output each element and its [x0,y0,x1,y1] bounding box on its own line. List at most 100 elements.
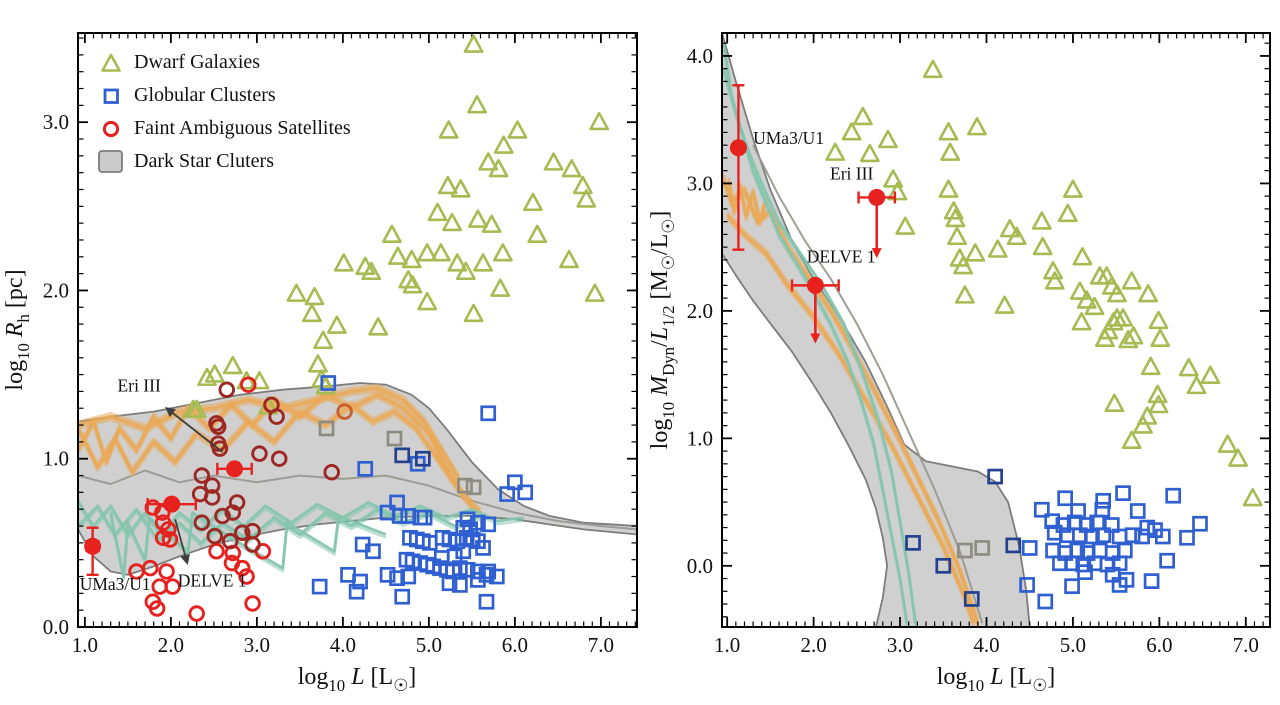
square-marker-icon [94,84,128,108]
x-tick-label: 4.0 [330,633,356,657]
highlight-point [729,139,747,157]
data-point-square [987,468,1003,485]
data-point-triangle [1123,326,1144,345]
data-point-square [457,477,473,494]
circle-marker-icon [94,117,128,141]
data-point-triangle [1057,203,1078,223]
data-point-triangle [1228,448,1248,467]
orange-track [78,383,461,477]
data-point-triangle [1147,384,1168,404]
annotation-label: Eri III [118,375,161,395]
data-point-square [1124,527,1141,544]
orange-track [78,386,461,480]
data-point-triangle [388,246,408,265]
data-point-triangle [455,261,476,281]
data-point-circle [238,568,255,585]
model-region [722,33,1031,627]
data-point-triangle [442,212,462,232]
data-point-triangle [943,201,964,220]
panel-right: 1.0 2.0 3.0 4.0 5.0 6.0 7.0 0.0 1.0 2.0 3.0 4.0 log1… [647,32,1271,695]
data-point-square [957,542,973,559]
data-point-circle [203,477,221,494]
data-point-triangle [431,243,451,262]
data-point-square [320,375,337,391]
data-point-square [394,588,411,605]
data-point-circle [240,376,257,393]
annotation-label: DELVE 1 [178,571,247,591]
data-point-square [480,405,497,422]
data-point-triangle [463,34,484,53]
data-point-triangle [417,243,438,262]
data-point-square [499,486,515,502]
data-point-triangle [967,117,987,136]
data-point-triangle [1104,393,1125,413]
data-point-square [1070,503,1086,519]
data-point-triangle [1072,247,1093,266]
data-point-triangle [1084,296,1105,316]
highlight-point [163,495,181,513]
data-point-circle [193,514,211,531]
data-point-circle [221,532,239,550]
data-point-triangle [302,303,322,323]
data-point-square [379,566,396,583]
data-point-square [935,557,952,574]
annotation-label: UMa3/U1 [753,128,824,148]
data-point-square [1192,515,1208,532]
data-point-square [470,563,486,580]
data-point-square [459,511,476,528]
data-point-triangle [887,182,908,201]
data-point-square [1115,485,1131,502]
data-point-circle [234,559,251,577]
data-point-triangle [1118,329,1139,349]
data-point-square [465,479,482,496]
triangle-marker-icon [94,51,128,75]
annotation-label: UMa3/U1 [80,574,151,594]
x-tick-label: 3.0 [887,633,913,657]
data-point-circle [193,467,211,484]
data-point-triangle [183,399,204,419]
data-point-square [488,568,505,585]
axes-frame [721,32,1271,628]
data-point-triangle [1107,308,1127,327]
data-point-triangle [1098,320,1119,340]
x-tick-label: 6.0 [1146,633,1172,657]
highlight-delve-1: DELVE 1 [146,495,247,591]
x-tick-label: 5.0 [416,633,442,657]
data-point-triangle [1133,415,1153,434]
data-point-triangle [488,159,509,178]
data-point-square [455,543,472,560]
data-point-triangle [507,120,528,139]
data-point-square [451,577,468,593]
data-point-triangle [576,189,597,208]
x-tick-label: 5.0 [1060,633,1086,657]
annotation-arrow [165,407,224,453]
data-point-square [1021,540,1038,556]
data-point-square [1037,593,1054,610]
data-point-circle [251,445,268,462]
data-point-square [478,593,495,610]
data-point-triangle [490,278,511,297]
series-globular-clusters-dark [905,468,1022,607]
data-point-triangle [468,209,488,228]
data-point-triangle [417,291,438,311]
data-point-triangle [1150,328,1171,348]
data-point-triangle [945,208,966,228]
data-point-triangle [543,152,564,171]
data-point-triangle [1076,290,1097,309]
series-globular-clusters [1019,485,1208,610]
highlight-point [226,460,244,478]
data-point-square [394,447,411,464]
data-point-triangle [938,179,959,198]
highlight-point [868,188,886,206]
y-axis-title: log10 Rh [pc] [2,269,33,390]
highlight-uma3-u1: UMa3/U1 [80,526,151,594]
data-point-circle [148,600,166,617]
y-tick-label: 1.0 [43,447,69,471]
data-point-triangle [222,355,243,375]
data-point-triangle [326,315,347,334]
data-point-triangle [286,283,307,302]
orange-track [78,406,474,510]
gray-track [78,469,637,531]
data-point-triangle [1031,211,1052,230]
data-point-circle [228,494,246,511]
